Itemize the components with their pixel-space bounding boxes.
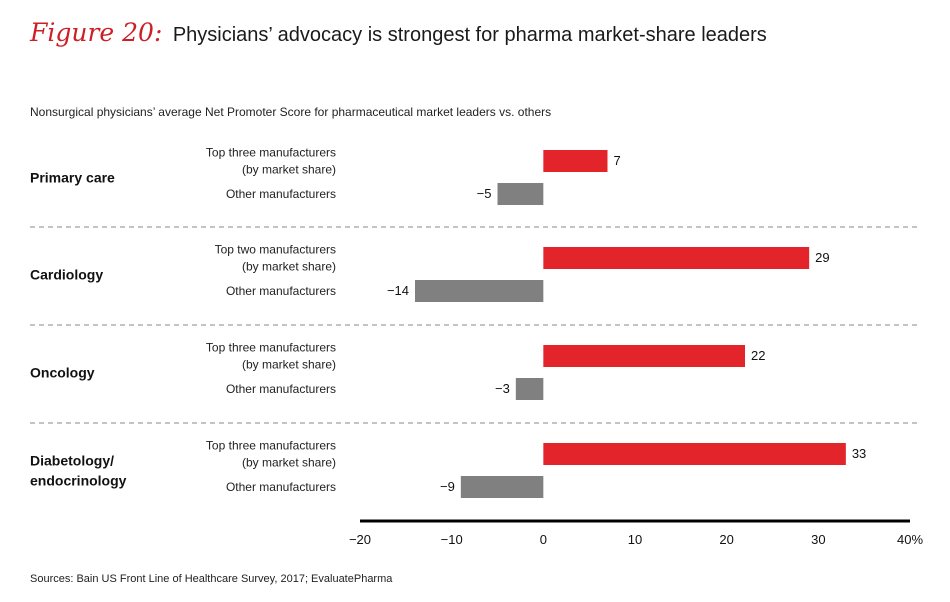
group-label: Oncology: [30, 365, 95, 381]
x-tick-label: 10: [628, 532, 642, 547]
leader-bar: [543, 443, 846, 465]
group-label: Primary care: [30, 170, 115, 186]
row-label: Top three manufacturers: [206, 439, 336, 453]
row-label: (by market share): [242, 358, 336, 372]
row-label: Top two manufacturers: [215, 243, 336, 257]
value-label: −9: [440, 479, 455, 494]
x-tick-label: 40%: [897, 532, 923, 547]
value-label: −5: [477, 186, 492, 201]
group-label: Cardiology: [30, 267, 103, 283]
leader-bar: [543, 345, 745, 367]
value-label: 22: [751, 348, 765, 363]
row-label: (by market share): [242, 456, 336, 470]
row-label: Other manufacturers: [226, 480, 336, 494]
value-label: −3: [495, 381, 510, 396]
chart-title: Physicians’ advocacy is strongest for ph…: [172, 24, 767, 46]
row-label: Top three manufacturers: [206, 146, 336, 160]
value-label: 29: [815, 250, 829, 265]
row-label: Other manufacturers: [226, 187, 336, 201]
group-label: endocrinology: [30, 473, 127, 489]
x-tick-label: 20: [719, 532, 733, 547]
source-note: Sources: Bain US Front Line of Healthcar…: [30, 573, 393, 585]
row-label: (by market share): [242, 260, 336, 274]
value-label: 7: [614, 153, 621, 168]
row-label: Other manufacturers: [226, 382, 336, 396]
x-tick-label: −20: [349, 532, 371, 547]
figure-heading: Figure 20: Physicians’ advocacy is stron…: [30, 18, 767, 47]
leader-bar: [543, 150, 608, 172]
x-tick-label: −10: [441, 532, 463, 547]
group-label: Diabetology/: [30, 453, 114, 469]
row-label: (by market share): [242, 163, 336, 177]
value-label: −14: [387, 283, 409, 298]
other-bar: [497, 183, 544, 205]
row-label: Other manufacturers: [226, 284, 336, 298]
figure-number: Figure 20:: [30, 18, 163, 47]
other-bar: [415, 280, 544, 302]
other-bar: [460, 476, 544, 498]
chart-subtitle: Nonsurgical physicians’ average Net Prom…: [30, 105, 552, 119]
x-tick-label: 0: [540, 532, 547, 547]
leader-bar: [543, 247, 810, 269]
x-tick-label: 30: [811, 532, 825, 547]
other-bar: [515, 378, 544, 400]
value-label: 33: [852, 446, 866, 461]
row-label: Top three manufacturers: [206, 341, 336, 355]
